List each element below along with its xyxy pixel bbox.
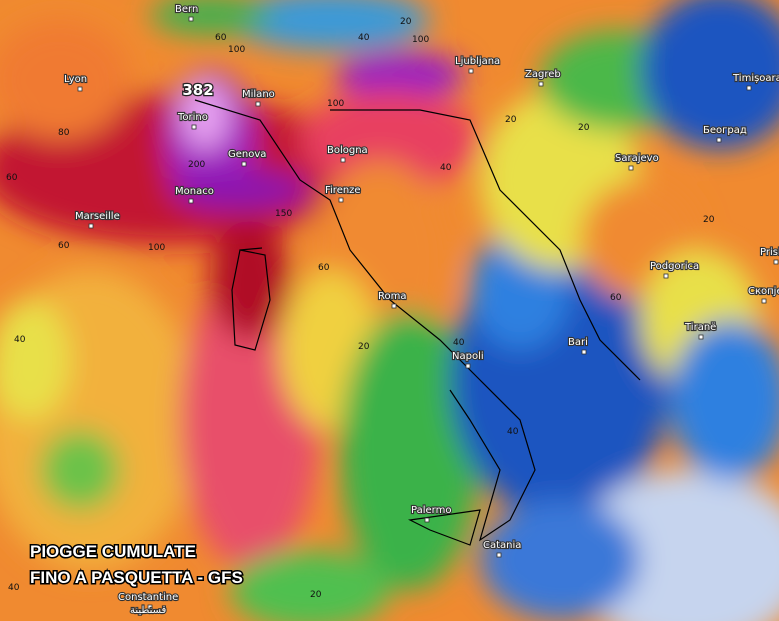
city-marker (538, 81, 544, 87)
city-label: Београд (703, 125, 747, 136)
contour-label: 20 (400, 17, 412, 27)
contour-label: 40 (8, 583, 20, 593)
city-label: Milano (242, 89, 275, 100)
contour-label: 60 (58, 241, 70, 251)
city-label: Marseille (75, 211, 120, 222)
contour-label: 100 (412, 35, 429, 45)
contour-label: 150 (275, 209, 292, 219)
city-marker (628, 165, 634, 171)
contour-label: 40 (440, 163, 452, 173)
city-layer: Bern Lyon Milano Torino Genova Monaco Marseill… (63, 3, 779, 617)
city-marker (191, 124, 197, 130)
city-label: Bern (175, 4, 198, 15)
contour-label: 20 (703, 215, 715, 225)
city-label: Tiranë (684, 322, 716, 333)
city-label: Lyon (64, 74, 87, 85)
city-marker (340, 157, 346, 163)
max-value: 382 (182, 81, 213, 99)
city-marker (188, 198, 194, 204)
contour-label: 100 (327, 99, 344, 109)
contour-label: 60 (6, 173, 18, 183)
city-label: Bari (568, 337, 588, 348)
contour-label-layer: 6010080606040100200150100402010060402040… (6, 17, 715, 600)
contour-label: 20 (310, 590, 322, 600)
contour-label: 20 (505, 115, 517, 125)
city-label: Prishtina (760, 247, 779, 258)
city-label: Zagreb (525, 69, 561, 80)
city-label: Podgorica (650, 261, 699, 272)
city-label: Скопје (748, 285, 779, 297)
city-label: Genova (228, 149, 266, 160)
city-marker (77, 86, 83, 92)
island-outline (231, 247, 481, 546)
contour-label: 20 (358, 342, 370, 352)
contour-label: 80 (58, 128, 70, 138)
title-line: FINO A PASQUETTA - GFS (30, 568, 243, 587)
coastline (194, 99, 641, 542)
city-label: Sarajevo (615, 153, 659, 164)
city-label: Palermo (411, 505, 451, 516)
contour-label: 20 (578, 123, 590, 133)
city-marker (188, 16, 194, 22)
city-label: Bologna (327, 145, 368, 156)
contour-label: 60 (318, 263, 330, 273)
city-marker (468, 68, 474, 74)
city-marker (88, 223, 94, 229)
city-label: Napoli (452, 351, 484, 362)
city-label: Roma (378, 291, 407, 302)
city-label: Ljubljana (455, 56, 500, 67)
city-label: Constantine (118, 592, 178, 603)
city-marker (391, 303, 397, 309)
city-marker (716, 137, 722, 143)
city-marker (255, 101, 261, 107)
contour-label: 100 (228, 45, 245, 55)
contour-label: 40 (358, 33, 370, 43)
city-label: Torino (177, 112, 208, 123)
city-marker (746, 85, 752, 91)
city-marker (424, 517, 430, 523)
contour-label: 200 (188, 160, 205, 170)
city-marker (338, 197, 344, 203)
contour-label: 40 (453, 338, 465, 348)
city-marker (698, 334, 704, 340)
title-line: PIOGGE CUMULATE (30, 542, 196, 561)
city-marker (465, 363, 471, 369)
contour-label: 60 (215, 33, 227, 43)
city-label: Monaco (175, 186, 214, 197)
city-marker (496, 552, 502, 558)
city-marker (241, 161, 247, 167)
city-label: Catania (483, 540, 521, 551)
contour-label: 60 (610, 293, 622, 303)
city-marker (147, 604, 153, 610)
contour-label: 40 (14, 335, 26, 345)
city-marker (663, 273, 669, 279)
city-label: Timișoara (732, 73, 779, 84)
contour-label: 40 (507, 427, 519, 437)
city-marker (773, 259, 779, 265)
contour-label: 100 (148, 243, 165, 253)
city-label: Firenze (325, 185, 361, 196)
city-marker (761, 298, 767, 304)
city-marker (581, 349, 587, 355)
city-label: قسنطينة (130, 605, 167, 616)
